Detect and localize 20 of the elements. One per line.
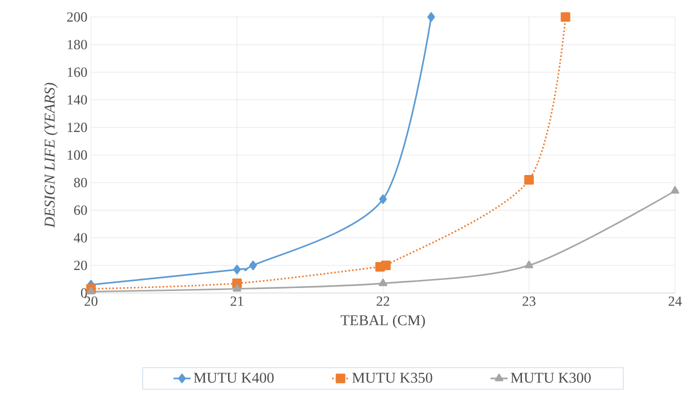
y-tick-label: 100 (68, 150, 87, 160)
y-tick-label: 180 (68, 40, 87, 50)
x-tick-label: 22 (376, 296, 390, 306)
y-tick-label: 20 (74, 260, 87, 270)
y-tick-label: 80 (74, 178, 87, 188)
x-tick-label: 21 (230, 296, 244, 306)
x-tick-label: 20 (84, 296, 98, 306)
legend-label: MUTU K350 (352, 372, 432, 383)
x-axis-title: TEBAL (CM) (340, 314, 425, 328)
y-tick-label: 120 (68, 122, 87, 132)
y-axis-title: DESIGN LIFE (YEARS) (44, 82, 58, 228)
legend-label: MUTU K400 (194, 372, 274, 383)
legend-label: MUTU K300 (510, 372, 591, 383)
y-tick-label: 200 (67, 12, 87, 22)
y-tick-label: 160 (68, 67, 87, 77)
y-tick-label: 60 (74, 205, 87, 215)
y-tick-label: 140 (68, 95, 87, 105)
x-tick-label: 24 (668, 296, 682, 306)
x-tick-label: 23 (522, 296, 536, 306)
y-tick-label: 40 (74, 233, 87, 243)
